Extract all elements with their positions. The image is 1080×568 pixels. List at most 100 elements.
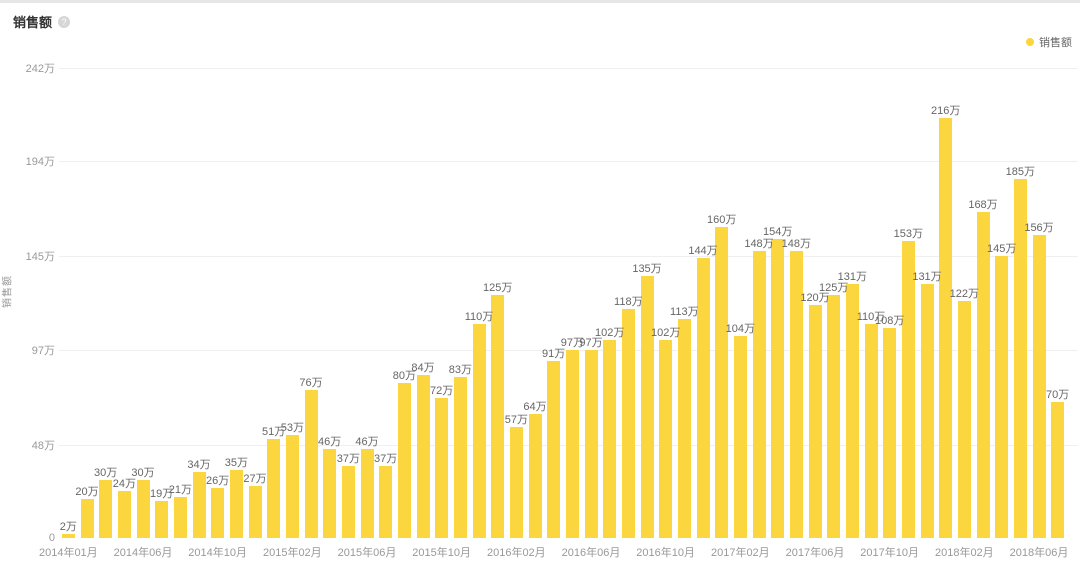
- x-tick-label: 2014年01月: [38, 547, 98, 559]
- bar[interactable]: [659, 339, 673, 538]
- bar-value-label: 153万: [893, 227, 924, 240]
- x-tick-label: 2016年06月: [561, 547, 621, 559]
- bar[interactable]: [752, 250, 766, 538]
- bar[interactable]: [733, 336, 747, 538]
- y-tick-label: 48万: [31, 439, 55, 452]
- legend: 销售额: [1026, 34, 1072, 50]
- bar-value-label: 148万: [744, 237, 774, 250]
- x-tick-label: 2015年06月: [337, 547, 397, 559]
- bar-value-label: 37万: [374, 453, 398, 466]
- bar[interactable]: [360, 448, 374, 538]
- gridline: [59, 68, 1078, 69]
- bar[interactable]: [976, 211, 990, 538]
- x-tick-label: 2017年10月: [860, 547, 920, 559]
- chart-header: 销售额 ?: [13, 12, 71, 31]
- bar[interactable]: [248, 485, 262, 538]
- bar[interactable]: [173, 497, 187, 538]
- x-tick-label: 2014年06月: [113, 547, 173, 559]
- bar[interactable]: [771, 238, 785, 538]
- bar[interactable]: [677, 318, 691, 538]
- y-tick-label: 97万: [31, 344, 55, 357]
- bar[interactable]: [304, 390, 318, 538]
- bar[interactable]: [453, 376, 467, 538]
- bar[interactable]: [99, 479, 113, 538]
- bar-value-label: 84万: [411, 361, 435, 374]
- bar[interactable]: [192, 471, 206, 538]
- x-tick-label: 2017年06月: [785, 547, 845, 559]
- bar-value-label: 97万: [579, 336, 603, 349]
- bar[interactable]: [435, 398, 449, 538]
- bar-value-label: 148万: [781, 237, 812, 250]
- bar-value-label: 102万: [650, 326, 681, 339]
- bar-value-label: 37万: [336, 453, 360, 466]
- x-tick-label: 2016年02月: [486, 547, 546, 559]
- bar[interactable]: [939, 118, 953, 538]
- bar-value-label: 185万: [1005, 165, 1036, 178]
- legend-marker-icon[interactable]: [1026, 38, 1034, 46]
- bar[interactable]: [640, 275, 654, 538]
- x-tick-label: 2014年10月: [188, 547, 248, 559]
- bar[interactable]: [416, 374, 430, 538]
- bar-value-label: 64万: [523, 400, 547, 413]
- bar[interactable]: [827, 295, 841, 538]
- bar[interactable]: [715, 227, 729, 538]
- bar[interactable]: [285, 435, 299, 538]
- bar[interactable]: [397, 382, 411, 538]
- bar[interactable]: [696, 258, 710, 538]
- bar[interactable]: [901, 240, 915, 538]
- bar[interactable]: [117, 491, 131, 538]
- bar-value-label: 53万: [280, 422, 304, 435]
- legend-label[interactable]: 销售额: [1039, 37, 1072, 49]
- bar-value-label: 131万: [837, 270, 868, 283]
- bar-value-label: 34万: [187, 458, 211, 471]
- bar-value-label: 91万: [542, 348, 566, 361]
- bar-value-label: 24万: [112, 478, 136, 491]
- bar[interactable]: [341, 466, 355, 538]
- bar-value-label: 83万: [448, 363, 472, 376]
- bar[interactable]: [267, 438, 281, 538]
- bar[interactable]: [845, 283, 859, 538]
- bar-value-label: 21万: [168, 484, 192, 497]
- bar-value-label: 110万: [464, 311, 494, 324]
- bar[interactable]: [472, 324, 486, 538]
- gridline: [59, 161, 1078, 163]
- bar[interactable]: [957, 301, 971, 538]
- bar[interactable]: [379, 466, 393, 538]
- bar[interactable]: [808, 304, 822, 538]
- bar[interactable]: [1051, 402, 1065, 538]
- bar[interactable]: [1032, 235, 1046, 538]
- bar[interactable]: [789, 250, 803, 538]
- bar[interactable]: [920, 283, 934, 538]
- y-axis-title: 销售额: [2, 275, 14, 308]
- bar[interactable]: [509, 427, 523, 538]
- bar[interactable]: [61, 534, 75, 538]
- bar[interactable]: [995, 256, 1009, 538]
- bar[interactable]: [864, 324, 878, 538]
- bar[interactable]: [565, 349, 579, 538]
- bar-value-label: 131万: [912, 270, 942, 283]
- x-tick-label: 2018年06月: [1009, 547, 1069, 559]
- bar[interactable]: [603, 339, 617, 538]
- bar-value-label: 122万: [949, 288, 980, 301]
- bar[interactable]: [547, 361, 561, 538]
- bar[interactable]: [323, 448, 337, 538]
- bar-value-label: 51万: [262, 425, 286, 438]
- bar[interactable]: [136, 479, 150, 538]
- bar-value-label: 72万: [430, 385, 454, 398]
- bar[interactable]: [1013, 178, 1027, 538]
- bar[interactable]: [80, 499, 94, 538]
- y-tick-label: 242万: [25, 63, 55, 75]
- y-tick-label: 145万: [25, 251, 55, 264]
- bar[interactable]: [211, 487, 225, 538]
- bar-value-label: 110万: [856, 311, 886, 324]
- bar[interactable]: [491, 295, 505, 538]
- bar-value-label: 108万: [874, 315, 905, 328]
- bar[interactable]: [883, 328, 897, 538]
- bar[interactable]: [584, 349, 598, 538]
- bar[interactable]: [621, 308, 635, 538]
- bar[interactable]: [229, 470, 243, 538]
- info-icon[interactable]: ?: [58, 15, 71, 28]
- bar[interactable]: [155, 501, 169, 538]
- bar[interactable]: [528, 413, 542, 538]
